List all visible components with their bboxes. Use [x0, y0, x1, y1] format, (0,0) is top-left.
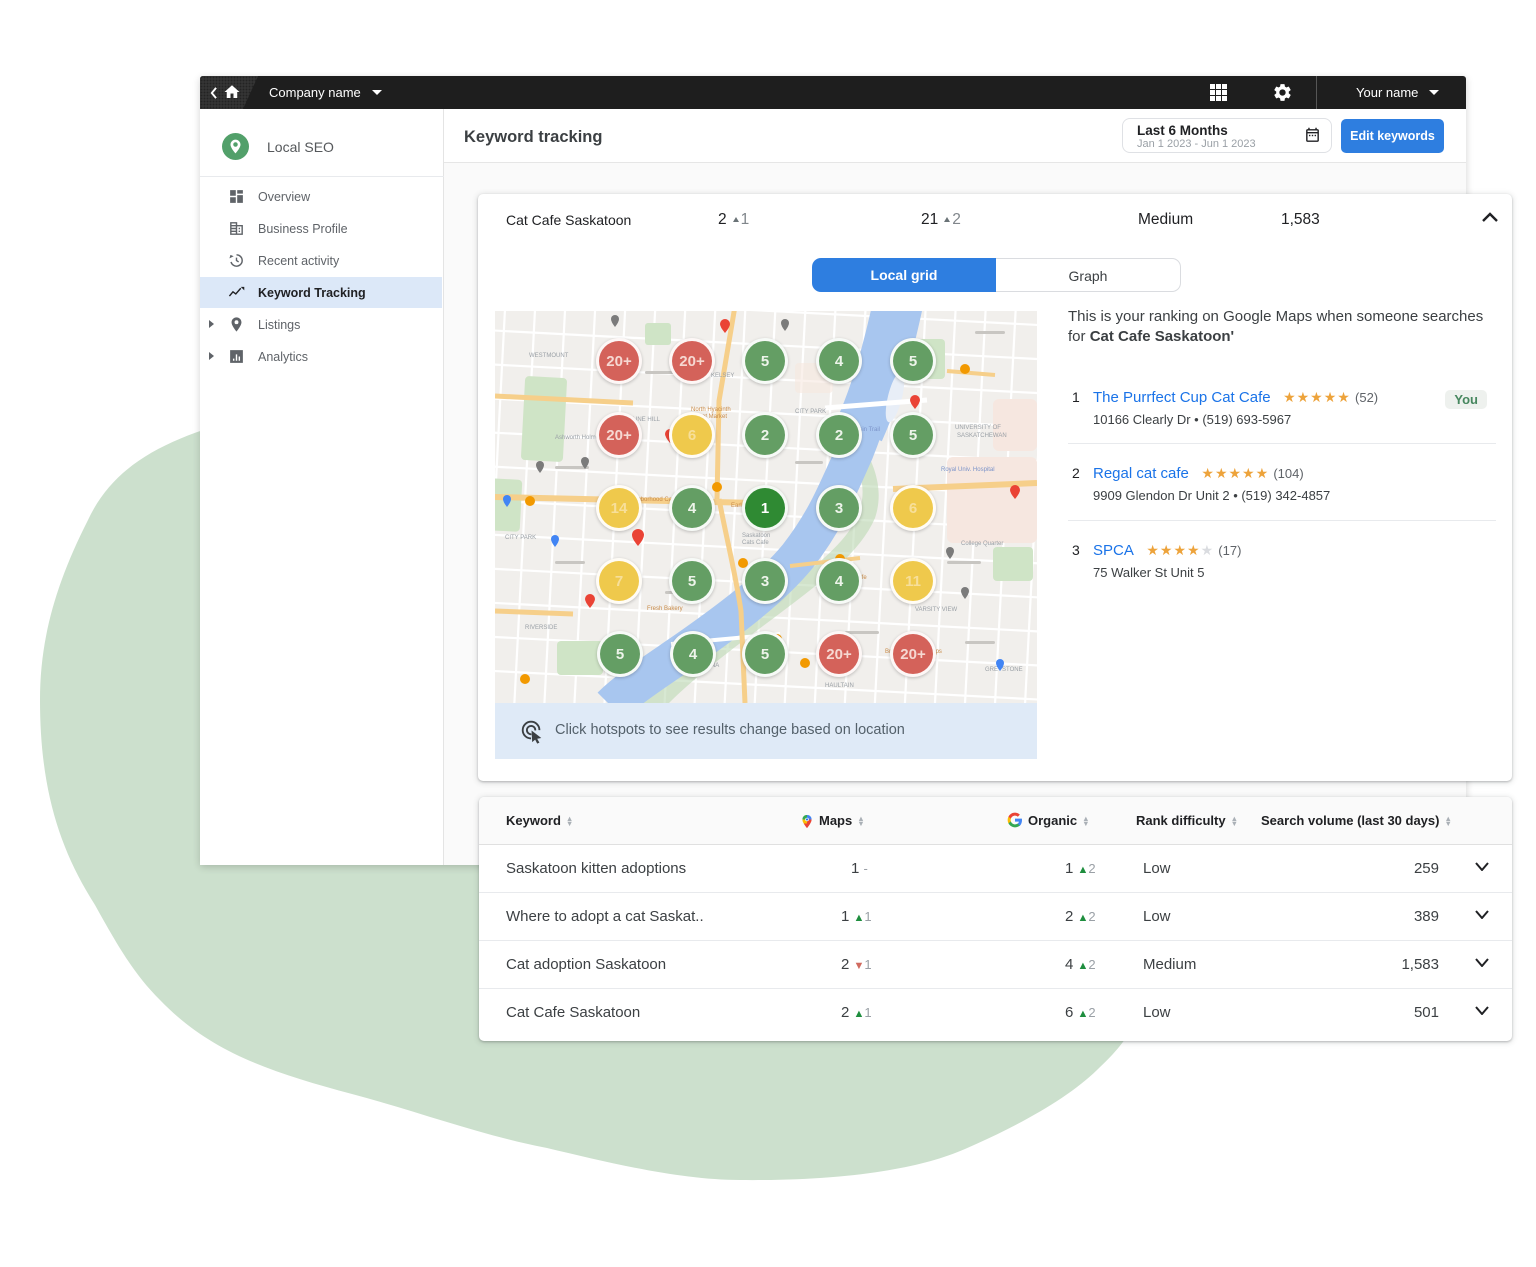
svg-text:The Neighborhood Cafe: The Neighborhood Cafe — [613, 497, 678, 503]
svg-text:Fresh Bakery: Fresh Bakery — [647, 606, 683, 612]
svg-text:HAULTAIN: HAULTAIN — [825, 683, 854, 689]
svg-text:Ashworth Holmes: Ashworth Holmes — [555, 435, 602, 441]
svg-text:Saskatoon: Saskatoon — [742, 533, 770, 539]
svg-text:SASKATCHEWAN: SASKATCHEWAN — [957, 433, 1007, 439]
svg-text:College Quarter: College Quarter — [961, 541, 1003, 547]
svg-text:Royal Univ. Hospital: Royal Univ. Hospital — [941, 467, 995, 473]
svg-text:CAROLINE HILL: CAROLINE HILL — [615, 417, 661, 423]
svg-text:UNIVERSITY OF: UNIVERSITY OF — [955, 425, 1001, 431]
svg-text:KELSEY: KELSEY — [711, 373, 734, 379]
svg-text:North Hyacinth: North Hyacinth — [691, 407, 731, 413]
svg-text:GREYSTONE: GREYSTONE — [985, 667, 1023, 673]
svg-text:Street Market: Street Market — [691, 414, 727, 420]
svg-text:VARSITY VIEW: VARSITY VIEW — [915, 607, 957, 613]
svg-text:Cats Cafe: Cats Cafe — [742, 540, 769, 546]
svg-text:WESTMOUNT: WESTMOUNT — [529, 353, 569, 359]
svg-text:CITY PARK: CITY PARK — [795, 409, 826, 415]
svg-text:CITY PARK: CITY PARK — [505, 535, 536, 541]
svg-text:RIVERSIDE: RIVERSIDE — [525, 625, 557, 631]
